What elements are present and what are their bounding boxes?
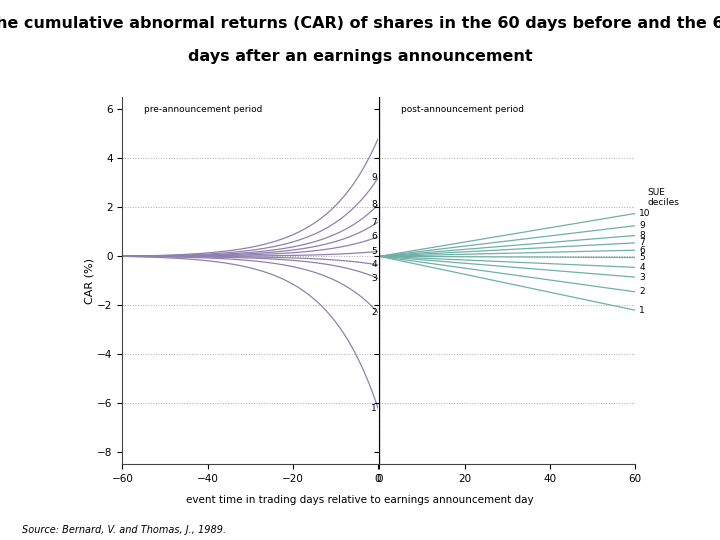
Text: post-announcement period: post-announcement period	[401, 105, 523, 113]
Text: SUE
deciles: SUE deciles	[648, 188, 680, 207]
Text: 3: 3	[639, 273, 645, 282]
Text: 6: 6	[639, 246, 645, 255]
Text: 1: 1	[371, 403, 377, 413]
Text: 7: 7	[371, 218, 377, 227]
Text: 2: 2	[371, 308, 377, 317]
Text: event time in trading days relative to earnings announcement day: event time in trading days relative to e…	[186, 495, 534, 505]
Text: pre-announcement period: pre-announcement period	[144, 105, 262, 113]
Text: 10: 10	[639, 209, 651, 218]
Text: 8: 8	[639, 231, 645, 240]
Text: 7: 7	[639, 238, 645, 247]
Text: 4: 4	[371, 260, 377, 269]
Text: 8: 8	[371, 200, 377, 210]
Text: 4: 4	[639, 263, 645, 272]
Text: Source: Bernard, V. and Thomas, J., 1989.: Source: Bernard, V. and Thomas, J., 1989…	[22, 524, 226, 535]
Text: 9: 9	[639, 221, 645, 230]
Text: 2: 2	[639, 287, 645, 296]
Y-axis label: CAR (%): CAR (%)	[84, 258, 94, 304]
Text: The cumulative abnormal returns (CAR) of shares in the 60 days before and the 60: The cumulative abnormal returns (CAR) of…	[0, 16, 720, 31]
Text: 6: 6	[371, 232, 377, 241]
Text: SUE
deciles
10: SUE deciles 10	[380, 112, 412, 141]
Text: 1: 1	[639, 306, 645, 315]
Text: 3: 3	[371, 274, 377, 283]
Text: days after an earnings announcement: days after an earnings announcement	[188, 49, 532, 64]
Text: 9: 9	[371, 173, 377, 183]
Text: 5: 5	[371, 247, 377, 256]
Text: 5: 5	[639, 253, 645, 262]
